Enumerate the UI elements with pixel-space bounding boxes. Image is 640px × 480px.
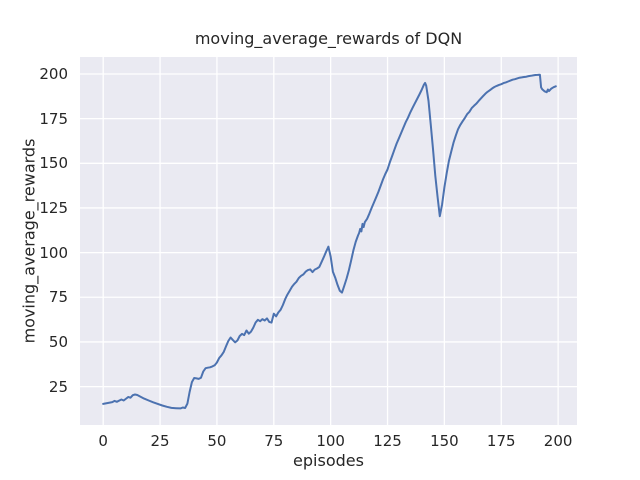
axes-background (80, 57, 577, 425)
x-tick-label: 100 (316, 432, 345, 450)
x-tick-label: 50 (207, 432, 227, 450)
x-tick-label: 150 (430, 432, 459, 450)
y-tick-label: 175 (39, 109, 68, 128)
y-tick-label: 50 (48, 332, 68, 351)
x-tick-label: 125 (373, 432, 402, 450)
chart-title: moving_average_rewards of DQN (194, 29, 463, 48)
y-tick-label: 75 (48, 288, 68, 307)
x-tick-label: 200 (543, 432, 573, 450)
x-tick-label: 25 (150, 432, 170, 450)
y-tick-label: 150 (39, 154, 68, 173)
x-tick-label: 175 (486, 432, 516, 450)
x-tick-label: 75 (264, 432, 284, 450)
reward-line-series (102, 73, 557, 410)
y-tick-label: 100 (39, 243, 68, 262)
x-tick-label: 0 (98, 432, 108, 450)
x-axis-label: episodes (293, 451, 364, 470)
y-tick-label: 25 (48, 377, 68, 396)
y-tick-label: 125 (39, 198, 68, 217)
y-tick-label: 200 (39, 64, 68, 83)
